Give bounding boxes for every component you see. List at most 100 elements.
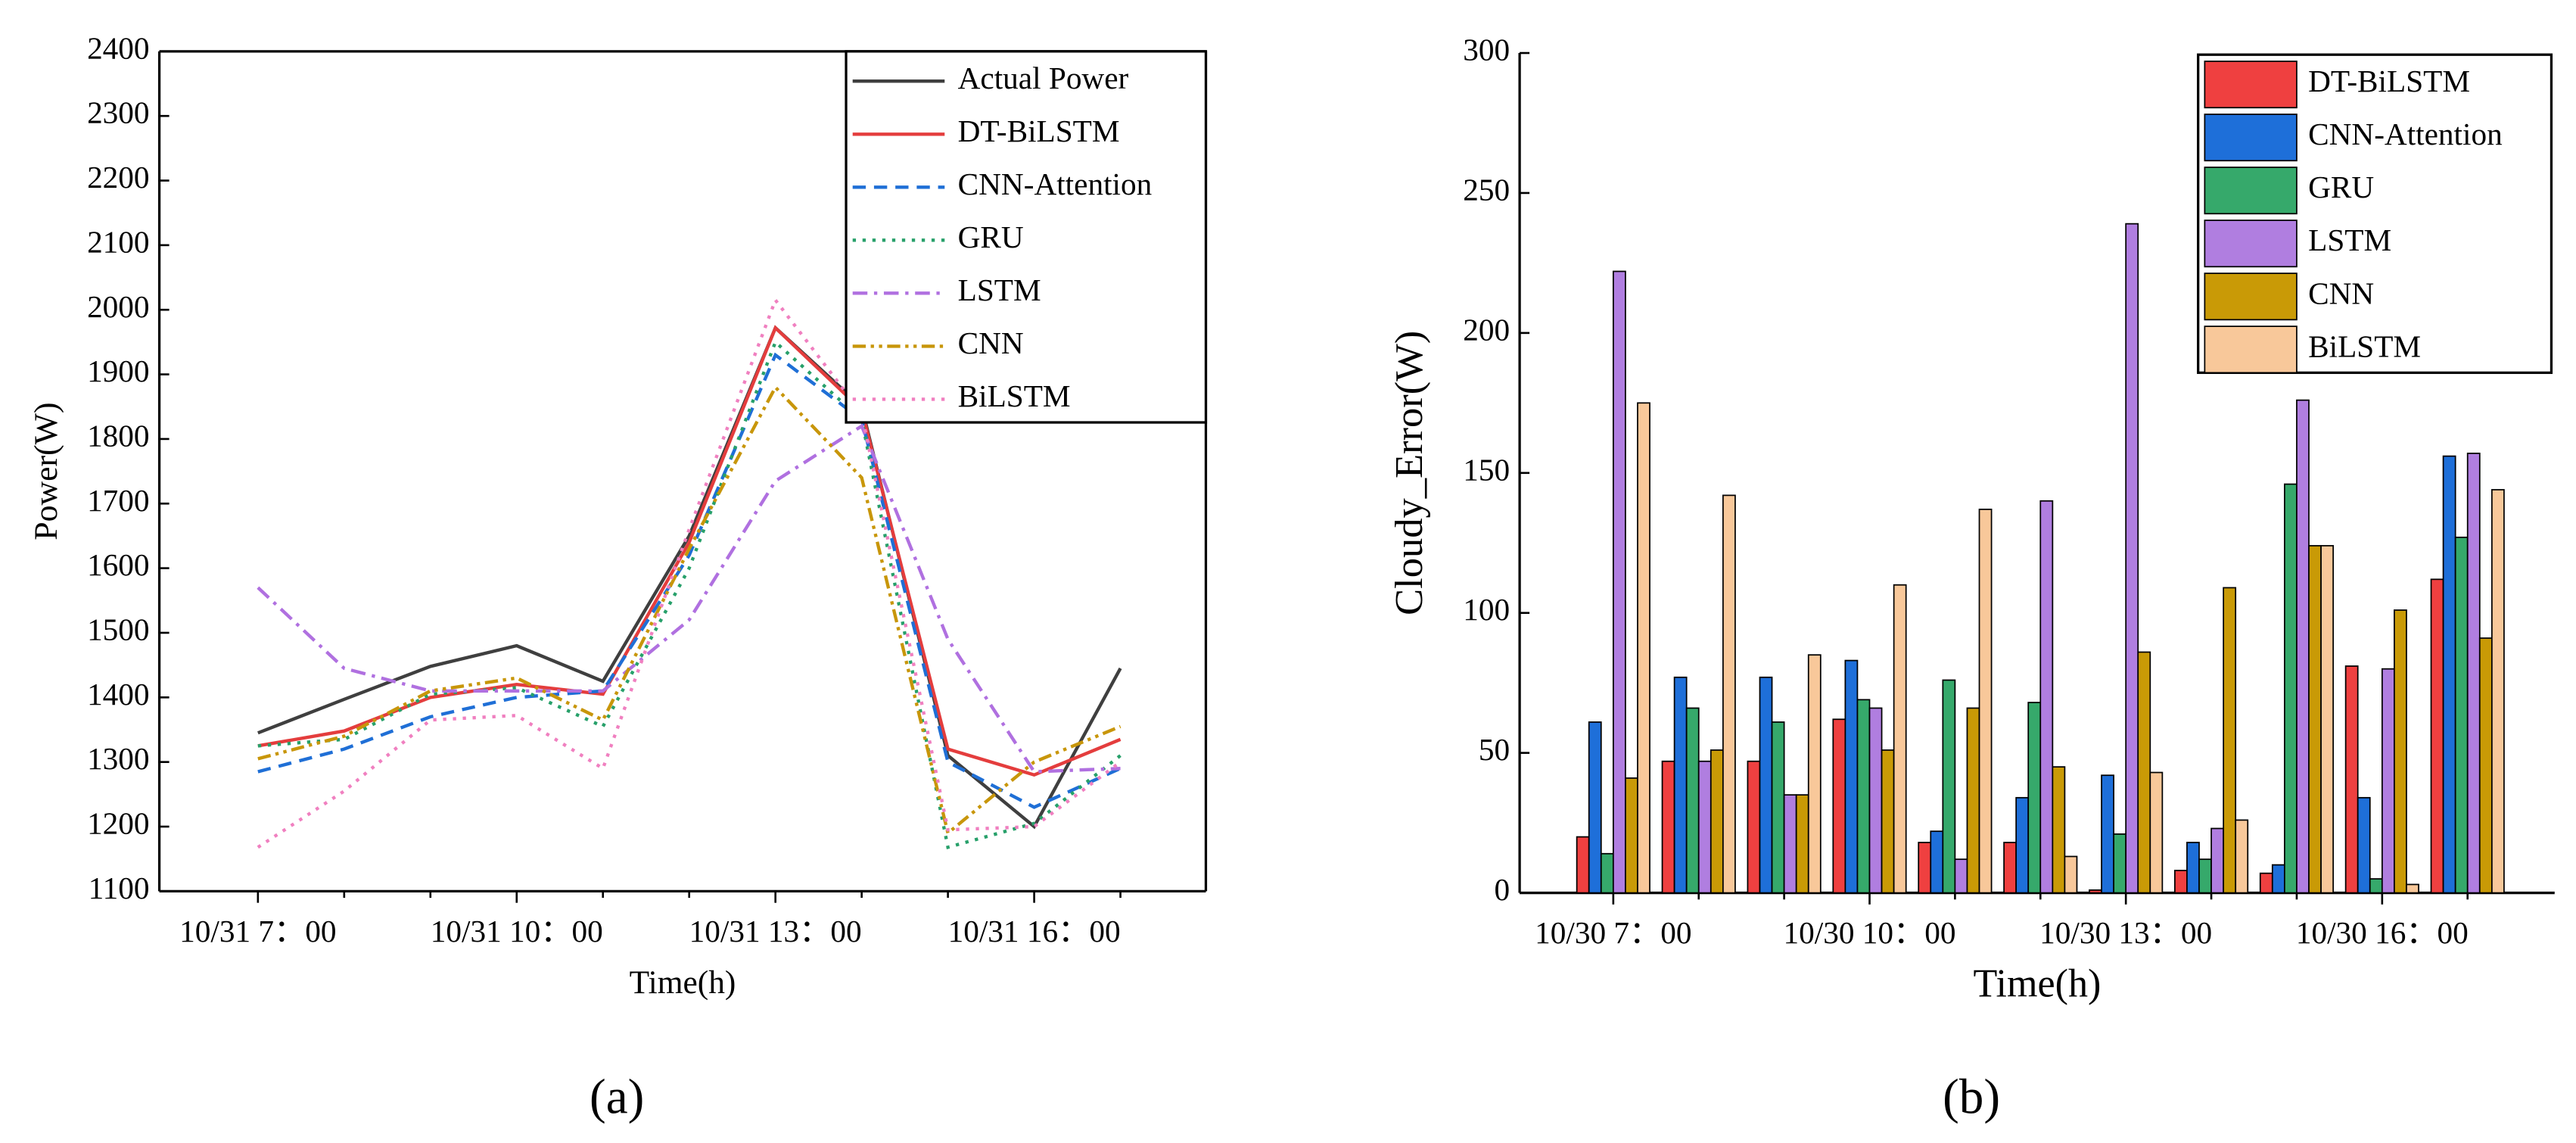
- bar: [2137, 651, 2151, 894]
- bar: [2357, 796, 2371, 894]
- bar: [2490, 489, 2505, 894]
- x-tick-label: 10/31 10：00: [431, 914, 603, 948]
- series-line: [257, 352, 1122, 809]
- legend-swatch: [2204, 273, 2298, 321]
- bar: [1844, 659, 1859, 894]
- bar: [2320, 545, 2335, 894]
- bar: [2284, 483, 2298, 894]
- bar: [1868, 707, 1883, 894]
- bar: [2173, 870, 2188, 894]
- y-tick-label: 2300: [87, 95, 149, 130]
- bar: [1807, 654, 1822, 894]
- bar: [2223, 587, 2237, 894]
- legend-swatch: [2204, 220, 2298, 268]
- bar: [1759, 676, 1773, 894]
- bar: [1918, 842, 1932, 894]
- y-tick-label: 2000: [87, 289, 149, 324]
- x-axis-label: Time(h): [1974, 961, 2102, 1005]
- y-tick-label: 250: [1463, 172, 1510, 207]
- bar: [2454, 536, 2469, 894]
- y-axis-label: Power(W): [28, 402, 64, 540]
- bar: [1978, 508, 1993, 894]
- bar: [1612, 270, 1626, 894]
- x-axis-label: Time(h): [630, 964, 736, 1001]
- y-tick-label: 1600: [87, 547, 149, 582]
- y-axis-label: Cloudy_Error(W): [1387, 331, 1431, 615]
- subtitle: (a): [590, 1070, 644, 1124]
- series-line: [257, 423, 1121, 774]
- legend-label: CNN-Attention: [2308, 117, 2503, 151]
- bar: [1722, 494, 1736, 894]
- bar: [2235, 819, 2249, 894]
- legend-label: LSTM: [958, 273, 1041, 307]
- y-tick-label: 1300: [87, 741, 149, 776]
- bar: [1930, 830, 1944, 894]
- bar: [2210, 827, 2224, 894]
- bar: [2052, 766, 2066, 894]
- y-tick-label: 2200: [87, 160, 149, 195]
- x-tick-label: 10/31 7：00: [179, 914, 336, 948]
- bar: [1942, 679, 1956, 894]
- bar: [1881, 749, 1895, 894]
- bar: [2478, 637, 2493, 894]
- bar: [2442, 455, 2456, 894]
- legend-label: DT-BiLSTM: [958, 114, 1120, 148]
- bar: [2259, 872, 2273, 894]
- bar: [1661, 760, 1675, 894]
- y-tick-label: 1800: [87, 418, 149, 453]
- bar: [2027, 702, 2042, 894]
- legend-label: Actual Power: [958, 61, 1129, 95]
- y-tick-label: 1400: [87, 677, 149, 712]
- bar: [1966, 707, 1980, 894]
- series-line: [257, 339, 1122, 850]
- x-tick-label: 10/30 13：00: [2039, 915, 2212, 950]
- y-tick-label: 150: [1463, 452, 1510, 487]
- legend-label: DT-BiLSTM: [2308, 64, 2470, 98]
- y-tick-label: 1900: [87, 353, 149, 388]
- legend-label: BiLSTM: [958, 378, 1071, 413]
- legend-label: LSTM: [2308, 223, 2391, 257]
- legend-swatch: [2204, 325, 2298, 374]
- bar: [1795, 794, 1809, 894]
- y-tick-label: 1700: [87, 483, 149, 518]
- bar: [2198, 858, 2212, 894]
- y-tick-label: 100: [1463, 592, 1510, 627]
- bar: [2394, 609, 2407, 894]
- bar: [2015, 796, 2030, 894]
- y-tick-label: 1200: [87, 805, 149, 840]
- x-tick-label: 10/31 16：00: [948, 914, 1121, 948]
- bar: [1685, 707, 1700, 894]
- x-tick-label: 10/30 10：00: [1784, 915, 1956, 950]
- bar: [2113, 833, 2127, 894]
- bar: [2430, 578, 2444, 894]
- legend-box: [845, 50, 1208, 424]
- bar: [2344, 665, 2359, 894]
- bar: [1832, 718, 1846, 894]
- series-line: [257, 325, 1122, 777]
- bar: [1576, 836, 1590, 894]
- y-tick-label: 1500: [87, 612, 149, 646]
- legend-label: GRU: [2308, 170, 2374, 204]
- legend-label: GRU: [958, 220, 1024, 254]
- y-tick-label: 1100: [89, 870, 150, 905]
- bar: [2089, 889, 2102, 894]
- y-tick-label: 50: [1479, 732, 1510, 767]
- bar: [1747, 760, 1761, 894]
- y-tick-label: 200: [1463, 312, 1510, 347]
- x-tick-label: 10/31 13：00: [689, 914, 862, 948]
- bar: [2369, 878, 2383, 894]
- bar: [1856, 699, 1871, 894]
- bar: [2186, 842, 2200, 894]
- bar: [2149, 771, 2164, 894]
- y-tick-label: 2400: [87, 30, 149, 65]
- bar: [1893, 584, 1907, 894]
- bar: [1588, 721, 1602, 894]
- bar: [1783, 794, 1797, 894]
- legend-label: CNN-Attention: [958, 167, 1153, 201]
- y-tick-label: 300: [1463, 32, 1510, 67]
- bar: [1697, 760, 1712, 894]
- bar: [1771, 721, 1785, 894]
- legend-label: CNN: [2308, 276, 2374, 310]
- series-line: [257, 296, 1122, 849]
- bar: [2003, 842, 2018, 894]
